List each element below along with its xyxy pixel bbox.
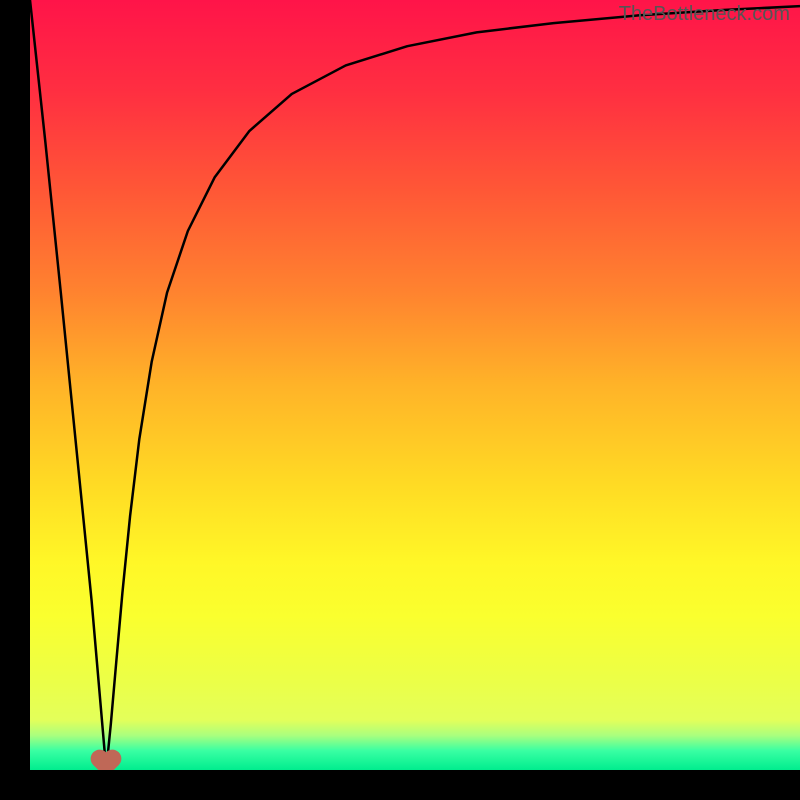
chart-curve [30,0,800,770]
chart-plot-area [30,0,800,770]
watermark-text: TheBottleneck.com [619,3,790,26]
chart-minimum-marker-icon [93,752,118,770]
chart-curve-layer [30,0,800,770]
